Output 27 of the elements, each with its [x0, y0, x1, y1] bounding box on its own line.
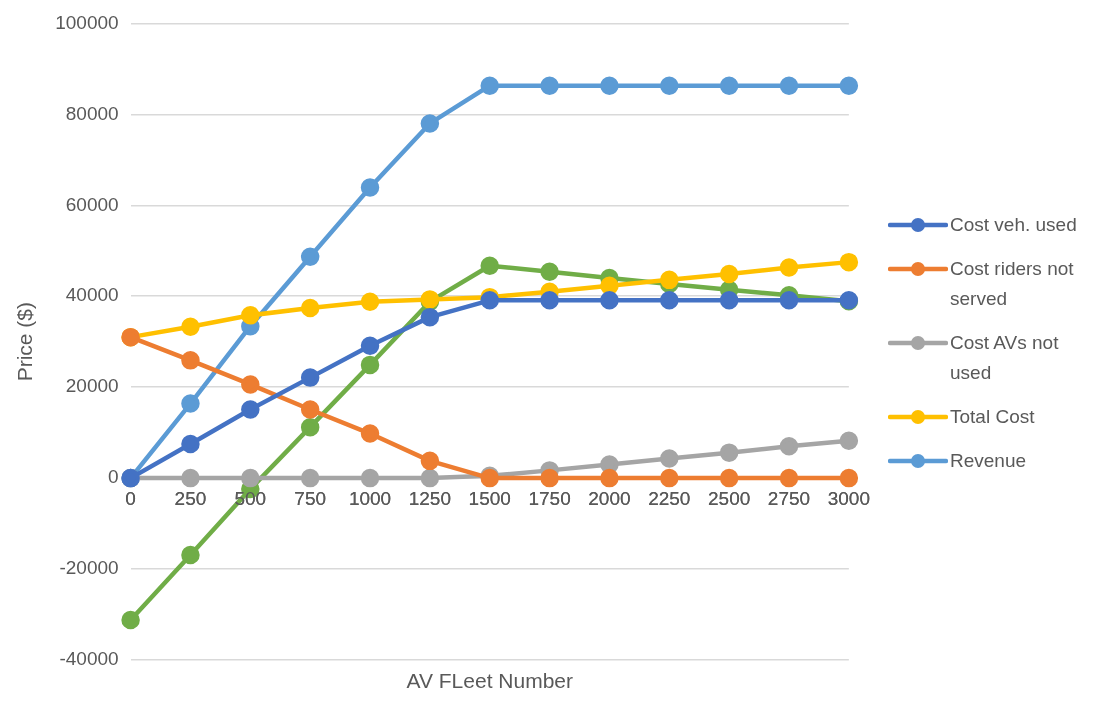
y-tick-label: -40000: [59, 648, 119, 670]
x-tick-label: 2000: [588, 487, 631, 509]
x-tick-label: 750: [294, 487, 327, 509]
y-tick-label: 0: [108, 466, 119, 488]
x-tick-label: 250: [174, 487, 207, 509]
x-tick-label: 1500: [468, 487, 511, 509]
y-tick-label: -20000: [59, 557, 119, 579]
x-tick-label: 2750: [767, 487, 811, 509]
legend-label: Revenue: [950, 449, 1027, 473]
x-tick-label: 0: [125, 487, 136, 509]
x-tick-label: 2500: [708, 487, 751, 509]
legend-label: Total Cost: [950, 405, 1035, 429]
x-tick-label: 2250: [648, 487, 691, 509]
x-tick-label: 3000: [827, 487, 871, 509]
x-tick-label: 1750: [528, 487, 571, 509]
y-tick-label: 60000: [65, 193, 119, 215]
y-tick-label: 40000: [65, 284, 119, 306]
legend-label: Cost veh. used: [950, 213, 1077, 237]
x-tick-label: 1250: [408, 487, 452, 509]
y-tick-label: 20000: [65, 375, 119, 397]
legend-label: Cost riders not served: [950, 257, 1075, 311]
x-axis-title: AV FLeet Number: [406, 668, 573, 692]
y-axis-title: Price ($): [13, 302, 37, 382]
y-tick-label: 100000: [55, 11, 119, 33]
x-tick-label: 1000: [348, 487, 392, 509]
legend-label: Cost AVs not used: [950, 331, 1060, 385]
y-tick-label: 80000: [65, 102, 119, 124]
